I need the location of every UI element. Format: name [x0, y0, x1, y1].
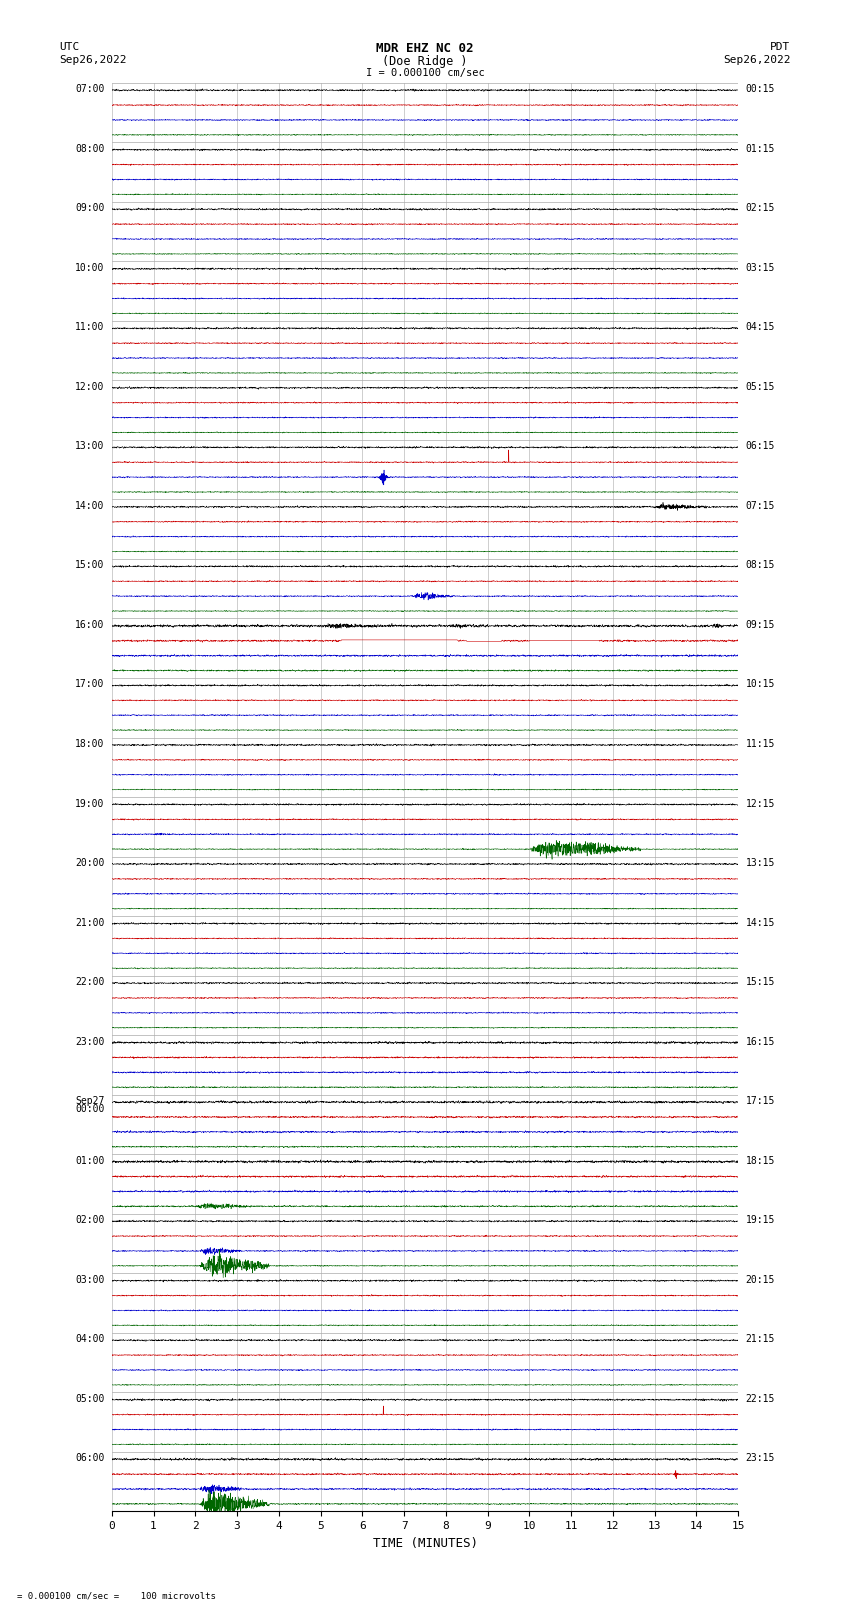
Text: 20:15: 20:15: [745, 1274, 775, 1284]
Text: 06:15: 06:15: [745, 442, 775, 452]
Text: 22:15: 22:15: [745, 1394, 775, 1403]
Text: 15:15: 15:15: [745, 977, 775, 987]
Text: 17:15: 17:15: [745, 1097, 775, 1107]
Text: 04:15: 04:15: [745, 323, 775, 332]
Text: 09:15: 09:15: [745, 619, 775, 631]
Text: 05:15: 05:15: [745, 382, 775, 392]
Text: = 0.000100 cm/sec =    100 microvolts: = 0.000100 cm/sec = 100 microvolts: [17, 1590, 216, 1600]
Text: UTC: UTC: [60, 42, 80, 52]
Text: 16:00: 16:00: [75, 619, 105, 631]
Text: 01:00: 01:00: [75, 1155, 105, 1166]
Text: 18:15: 18:15: [745, 1155, 775, 1166]
Text: 04:00: 04:00: [75, 1334, 105, 1344]
Text: 01:15: 01:15: [745, 144, 775, 153]
Text: 19:15: 19:15: [745, 1215, 775, 1226]
Text: 06:00: 06:00: [75, 1453, 105, 1463]
Text: PDT: PDT: [770, 42, 790, 52]
Text: 18:00: 18:00: [75, 739, 105, 748]
Text: 08:00: 08:00: [75, 144, 105, 153]
Text: 07:00: 07:00: [75, 84, 105, 94]
Text: 02:00: 02:00: [75, 1215, 105, 1226]
Text: 23:00: 23:00: [75, 1037, 105, 1047]
Text: 12:00: 12:00: [75, 382, 105, 392]
Text: (Doe Ridge ): (Doe Ridge ): [382, 55, 468, 68]
Text: 00:00: 00:00: [75, 1103, 105, 1113]
Text: 11:15: 11:15: [745, 739, 775, 748]
Text: MDR EHZ NC 02: MDR EHZ NC 02: [377, 42, 473, 55]
Text: 07:15: 07:15: [745, 502, 775, 511]
Text: 22:00: 22:00: [75, 977, 105, 987]
Text: 02:15: 02:15: [745, 203, 775, 213]
Text: 19:00: 19:00: [75, 798, 105, 808]
Text: 13:00: 13:00: [75, 442, 105, 452]
Text: 10:15: 10:15: [745, 679, 775, 689]
Text: I = 0.000100 cm/sec: I = 0.000100 cm/sec: [366, 68, 484, 77]
Text: 16:15: 16:15: [745, 1037, 775, 1047]
Text: 15:00: 15:00: [75, 560, 105, 571]
Text: 20:00: 20:00: [75, 858, 105, 868]
Text: 03:00: 03:00: [75, 1274, 105, 1284]
Text: 09:00: 09:00: [75, 203, 105, 213]
Text: 13:15: 13:15: [745, 858, 775, 868]
Text: Sep27: Sep27: [75, 1097, 105, 1107]
Text: Sep26,2022: Sep26,2022: [723, 55, 791, 65]
Text: 14:00: 14:00: [75, 502, 105, 511]
Text: 14:15: 14:15: [745, 918, 775, 927]
Text: 08:15: 08:15: [745, 560, 775, 571]
Text: 05:00: 05:00: [75, 1394, 105, 1403]
Text: 03:15: 03:15: [745, 263, 775, 273]
X-axis label: TIME (MINUTES): TIME (MINUTES): [372, 1537, 478, 1550]
Text: 23:15: 23:15: [745, 1453, 775, 1463]
Text: Sep26,2022: Sep26,2022: [60, 55, 127, 65]
Text: 21:15: 21:15: [745, 1334, 775, 1344]
Text: 17:00: 17:00: [75, 679, 105, 689]
Text: 11:00: 11:00: [75, 323, 105, 332]
Text: 10:00: 10:00: [75, 263, 105, 273]
Text: 21:00: 21:00: [75, 918, 105, 927]
Text: 00:15: 00:15: [745, 84, 775, 94]
Text: 12:15: 12:15: [745, 798, 775, 808]
